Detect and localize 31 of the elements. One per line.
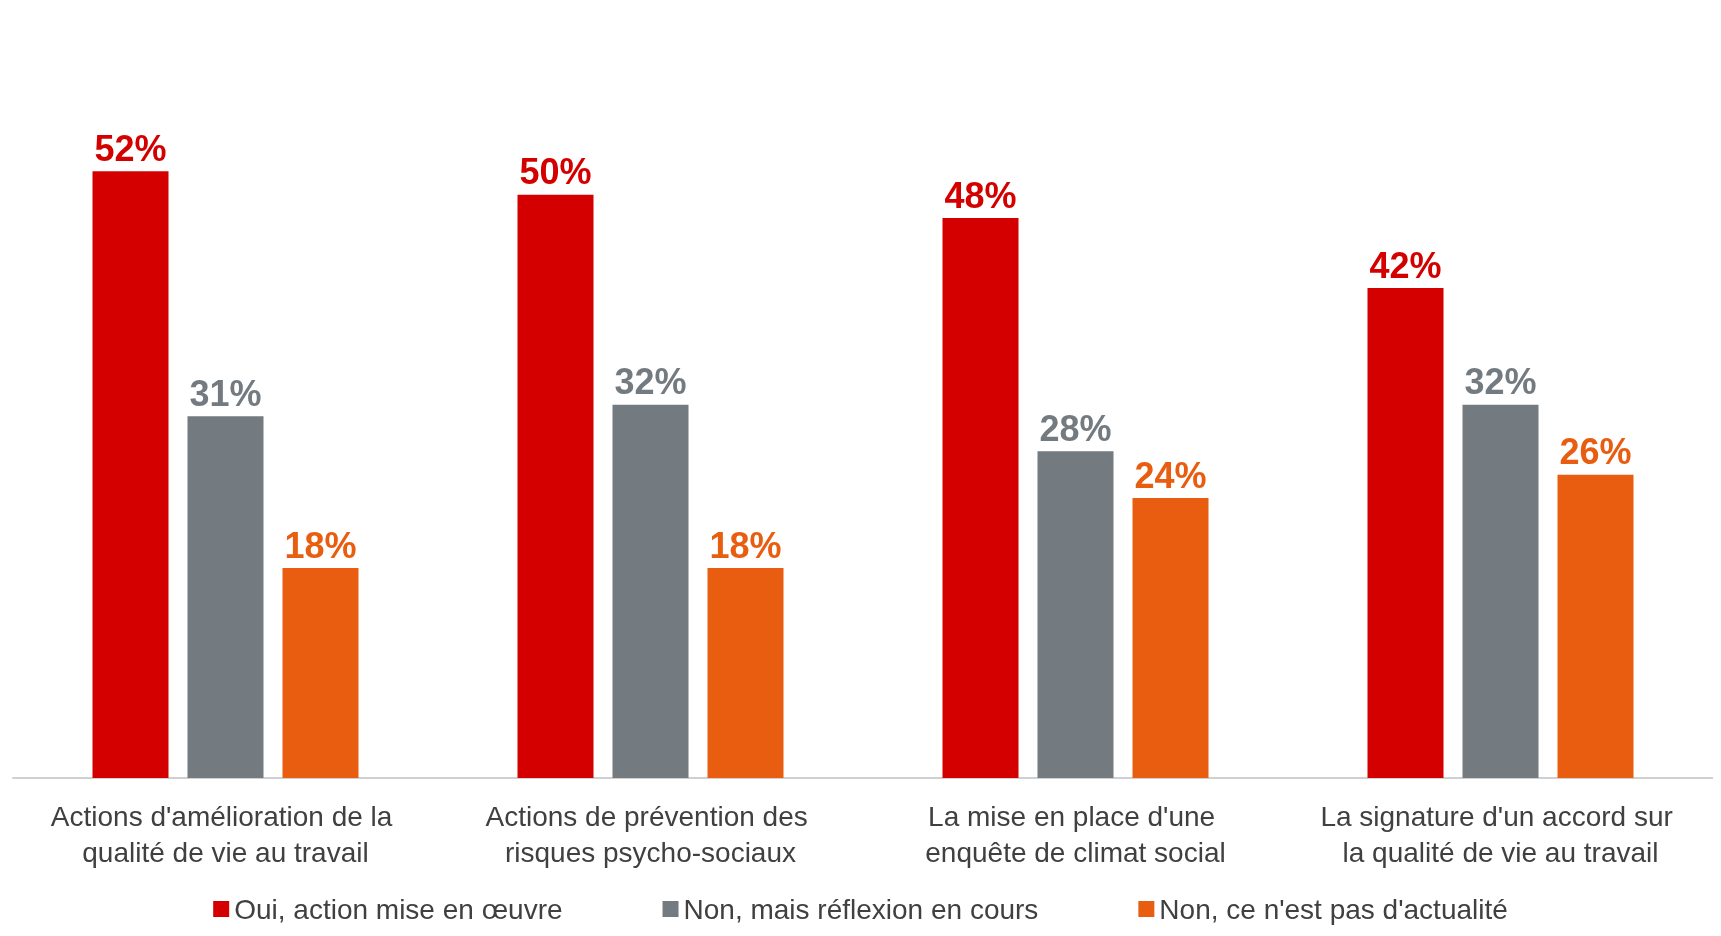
bar [612, 404, 689, 778]
bar [92, 171, 169, 778]
data-label: 48% [944, 174, 1017, 216]
data-label: 18% [709, 524, 782, 566]
data-label: 18% [284, 524, 357, 566]
data-label: 28% [1039, 407, 1112, 449]
data-label: 50% [519, 151, 592, 193]
legend-label: Non, mais réflexion en cours [683, 893, 1039, 925]
bar [187, 416, 264, 778]
data-label: 31% [189, 372, 262, 414]
bar [517, 194, 594, 778]
data-label: 26% [1559, 431, 1632, 473]
data-label: 52% [94, 127, 167, 169]
legend-label: Non, ce n'est pas d'actualité [1159, 893, 1508, 925]
data-label: 32% [614, 361, 687, 403]
x-tick-label: Actions d'amélioration de la qualité de vie au travail [50, 800, 401, 868]
x-tick-label: Actions de prévention des risques psycho-sociaux [485, 800, 816, 868]
data-label: 24% [1134, 454, 1207, 496]
bar [942, 218, 1019, 778]
bar [1132, 498, 1209, 778]
data-label: 42% [1369, 244, 1442, 286]
data-label: 32% [1464, 361, 1537, 403]
bar [1037, 451, 1114, 778]
bar [1557, 474, 1634, 778]
bar [282, 568, 359, 778]
legend-label: Oui, action mise en œuvre [234, 893, 563, 925]
x-tick-label: La mise en place d'une enquête de climat social [925, 800, 1226, 868]
bar [1367, 288, 1444, 778]
bar [1462, 404, 1539, 778]
bar [707, 568, 784, 778]
x-tick-label: La signature d'un accord sur la qualité de vie au travail [1320, 800, 1681, 868]
